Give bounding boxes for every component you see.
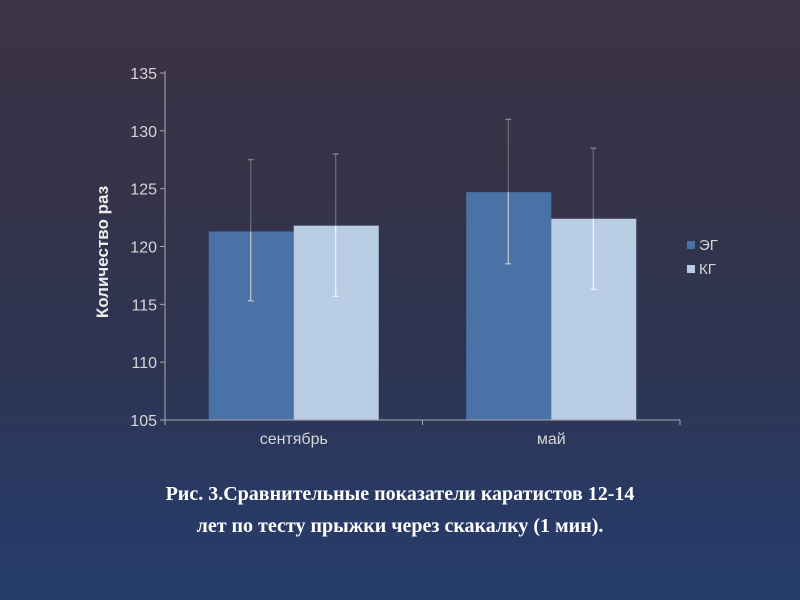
legend-swatch-kg bbox=[687, 265, 695, 273]
legend: ЭГ КГ bbox=[687, 237, 718, 278]
y-tick-label: 130 bbox=[130, 124, 157, 141]
caption-line-1: Рис. 3.Сравнительные показатели каратист… bbox=[165, 483, 635, 505]
y-tick-label: 105 bbox=[130, 413, 157, 430]
error-bars-layer bbox=[247, 118, 597, 302]
x-category-label: сентябрь bbox=[260, 431, 328, 448]
bar-chart: 105 110 115 120 125 130 135 сентябрь май Количе… bbox=[93, 66, 718, 448]
axes-layer bbox=[160, 71, 681, 425]
legend-label-eg: ЭГ bbox=[699, 237, 718, 254]
x-category-labels: сентябрь май bbox=[260, 431, 566, 448]
x-category-label: май bbox=[537, 431, 566, 448]
legend-swatch-eg bbox=[687, 241, 695, 249]
y-tick-labels: 105 110 115 120 125 130 135 bbox=[130, 66, 157, 430]
y-tick-label: 125 bbox=[130, 182, 157, 199]
y-tick-label: 110 bbox=[131, 355, 157, 372]
bars-layer bbox=[208, 192, 637, 420]
legend-label-kg: КГ bbox=[699, 261, 716, 278]
y-tick-label: 115 bbox=[131, 297, 157, 314]
figure-caption: Рис. 3.Сравнительные показатели каратист… bbox=[40, 478, 760, 542]
y-tick-label: 120 bbox=[130, 240, 157, 257]
y-tick-label: 135 bbox=[130, 66, 157, 83]
caption-line-2: лет по тесту прыжки через скакалку (1 ми… bbox=[196, 515, 604, 537]
y-axis-label: Количество раз bbox=[93, 186, 112, 318]
